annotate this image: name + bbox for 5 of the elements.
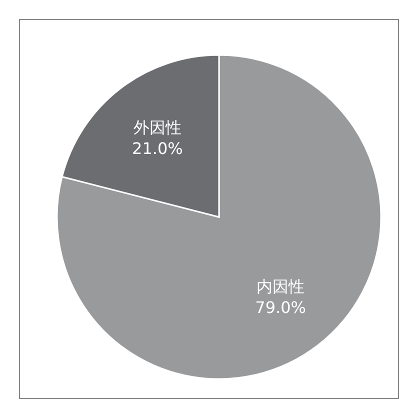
data-label: 79.0% — [255, 298, 306, 317]
slice-label: 外因性 — [133, 118, 182, 138]
slice-label: 内因性 — [256, 276, 305, 296]
data-label: 21.0% — [132, 139, 183, 158]
slice: 外因性 21.0% — [61, 54, 220, 218]
